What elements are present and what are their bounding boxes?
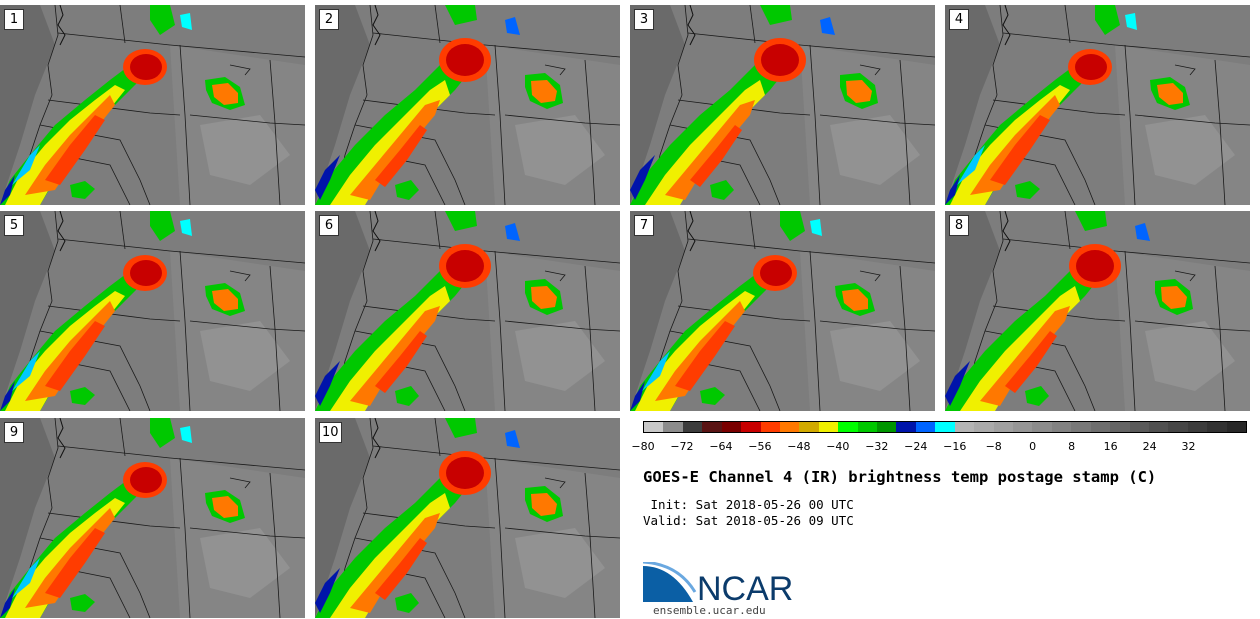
map-panel-2 — [315, 5, 620, 205]
stamp-panel-3: 3 — [630, 5, 935, 205]
map-panel-7 — [630, 211, 935, 411]
logo-text: NCAR — [697, 570, 793, 604]
colorbar-segment — [779, 422, 800, 432]
colorbar-tick-label: 8 — [1068, 440, 1076, 453]
colorbar-segment — [682, 422, 703, 432]
colorbar-tick-label: −16 — [943, 440, 967, 453]
map-panel-9 — [0, 418, 305, 618]
ncar-logo: NCAR — [643, 562, 793, 604]
colorbar-tick-label: −48 — [787, 440, 811, 453]
colorbar-segment — [1013, 422, 1033, 432]
colorbar-segment — [818, 422, 839, 432]
colorbar-segment — [974, 422, 994, 432]
panel-number: 9 — [4, 422, 24, 443]
colorbar-segment — [1071, 422, 1091, 432]
panel-number: 5 — [4, 215, 24, 236]
stamp-panel-2: 2 — [315, 5, 620, 205]
colorbar-segment — [935, 422, 955, 432]
panel-number: 3 — [634, 9, 654, 30]
panel-number: 6 — [319, 215, 339, 236]
valid-time: Valid: Sat 2018-05-26 09 UTC — [643, 513, 854, 528]
colorbar-segment — [954, 422, 975, 432]
map-panel-1 — [0, 5, 305, 205]
stamp-panel-10: 10 — [315, 418, 620, 618]
init-time: Init: Sat 2018-05-26 00 UTC — [643, 497, 854, 512]
map-panel-6 — [315, 211, 620, 411]
colorbar-tick-label: 0 — [1029, 440, 1037, 453]
colorbar-tick-label: −32 — [865, 440, 889, 453]
map-panel-8 — [945, 211, 1250, 411]
colorbar-segment — [760, 422, 780, 432]
colorbar-segment — [1032, 422, 1052, 432]
stamp-panel-5: 5 — [0, 211, 305, 411]
colorbar-tick-label: 16 — [1103, 440, 1118, 453]
colorbar-segment — [1168, 422, 1188, 432]
colorbar-tick-label: −40 — [826, 440, 850, 453]
colorbar-segment — [877, 422, 897, 432]
colorbar-segment — [741, 422, 761, 432]
colorbar-segment — [663, 422, 683, 432]
logo-url: ensemble.ucar.edu — [653, 604, 766, 617]
colorbar-tick-label: −56 — [748, 440, 772, 453]
colorbar-segment — [1051, 422, 1072, 432]
colorbar-segment — [857, 422, 878, 432]
panel-number: 10 — [319, 422, 342, 443]
map-panel-5 — [0, 211, 305, 411]
colorbar — [643, 421, 1247, 433]
colorbar-segment — [799, 422, 819, 432]
colorbar-segment — [896, 422, 916, 432]
colorbar-segment — [1207, 422, 1227, 432]
stamp-panel-1: 1 — [0, 5, 305, 205]
panel-number: 7 — [634, 215, 654, 236]
colorbar-segment — [644, 422, 664, 432]
colorbar-segment — [993, 422, 1014, 432]
colorbar-tick-label: −72 — [670, 440, 694, 453]
colorbar-tick-label: 24 — [1142, 440, 1157, 453]
colorbar-tick-label: 32 — [1181, 440, 1196, 453]
colorbar-segment — [1090, 422, 1111, 432]
panel-number: 8 — [949, 215, 969, 236]
colorbar-tick-label: −24 — [904, 440, 928, 453]
colorbar-ticks: −80 −72 −64 −56 −48 −40 −32 −24 −16 −8 0 8 16 24 32 — [631, 440, 1247, 456]
stamp-panel-7: 7 — [630, 211, 935, 411]
stamp-panel-4: 4 — [945, 5, 1250, 205]
stamp-panel-8: 8 — [945, 211, 1250, 411]
map-panel-3 — [630, 5, 935, 205]
colorbar-tick-label: −64 — [709, 440, 733, 453]
colorbar-tick-label: −80 — [631, 440, 655, 453]
colorbar-segment — [702, 422, 722, 432]
stamp-panel-6: 6 — [315, 211, 620, 411]
colorbar-segment — [1148, 422, 1169, 432]
panel-number: 2 — [319, 9, 339, 30]
colorbar-segment — [1129, 422, 1149, 432]
stamp-panel-9: 9 — [0, 418, 305, 618]
colorbar-segment — [838, 422, 858, 432]
colorbar-tick-label: −8 — [985, 440, 1002, 453]
colorbar-segment — [721, 422, 742, 432]
figure-title: GOES-E Channel 4 (IR) brightness temp po… — [643, 468, 1157, 486]
colorbar-segment — [1110, 422, 1130, 432]
map-panel-10 — [315, 418, 620, 618]
map-panel-4 — [945, 5, 1250, 205]
colorbar-segment — [1187, 422, 1208, 432]
panel-number: 1 — [4, 9, 24, 30]
panel-number: 4 — [949, 9, 969, 30]
colorbar-segment — [1226, 422, 1247, 432]
colorbar-segment — [915, 422, 936, 432]
